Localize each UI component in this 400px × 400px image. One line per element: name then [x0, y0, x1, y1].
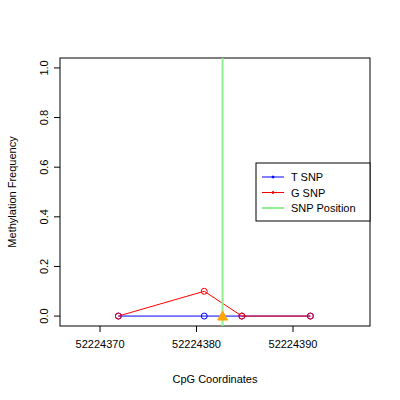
y-tick-label: 0.8	[38, 110, 50, 125]
legend-label: T SNP	[291, 171, 323, 183]
y-tick-label: 1.0	[38, 60, 50, 75]
plot-frame	[60, 58, 370, 326]
y-tick	[54, 266, 60, 267]
legend-marker	[272, 176, 274, 178]
legend-label: SNP Position	[291, 202, 356, 214]
point	[239, 313, 245, 319]
y-tick-label: 0.6	[38, 160, 50, 175]
point	[239, 313, 245, 319]
y-tick	[54, 117, 60, 118]
legend-swatch	[262, 192, 284, 193]
point	[307, 313, 313, 319]
legend-marker	[272, 192, 274, 194]
y-tick-label: 0.2	[38, 259, 50, 274]
legend-label: G SNP	[291, 187, 325, 199]
legend-swatch	[262, 177, 284, 178]
legend-swatch	[262, 207, 284, 209]
x-axis-label: CpG Coordinates	[173, 373, 258, 385]
y-tick	[54, 316, 60, 317]
snp-line	[222, 58, 224, 326]
x-tick-label: 52224390	[269, 338, 318, 350]
legend-box	[256, 163, 370, 221]
x-tick-label: 52224380	[172, 338, 221, 350]
snp-marker	[218, 311, 228, 320]
y-tick	[54, 216, 60, 217]
x-tick	[293, 326, 294, 332]
x-tick	[100, 326, 101, 332]
point	[115, 313, 121, 319]
point	[307, 313, 313, 319]
y-tick	[54, 67, 60, 68]
series-line	[118, 291, 310, 316]
point	[201, 288, 207, 294]
chart: 52224370 52224380 52224390 0.0 0.2 0.4 0.6 0.8 1…	[0, 0, 400, 400]
x-tick	[196, 326, 197, 332]
plot-area	[115, 58, 313, 326]
y-tick-label: 0.0	[38, 308, 50, 323]
y-axis-label: Methylation Frequency	[6, 136, 18, 248]
x-tick-label: 52224370	[76, 338, 125, 350]
y-tick-label: 0.4	[38, 209, 50, 224]
y-tick	[54, 167, 60, 168]
point	[201, 313, 207, 319]
point	[115, 313, 121, 319]
